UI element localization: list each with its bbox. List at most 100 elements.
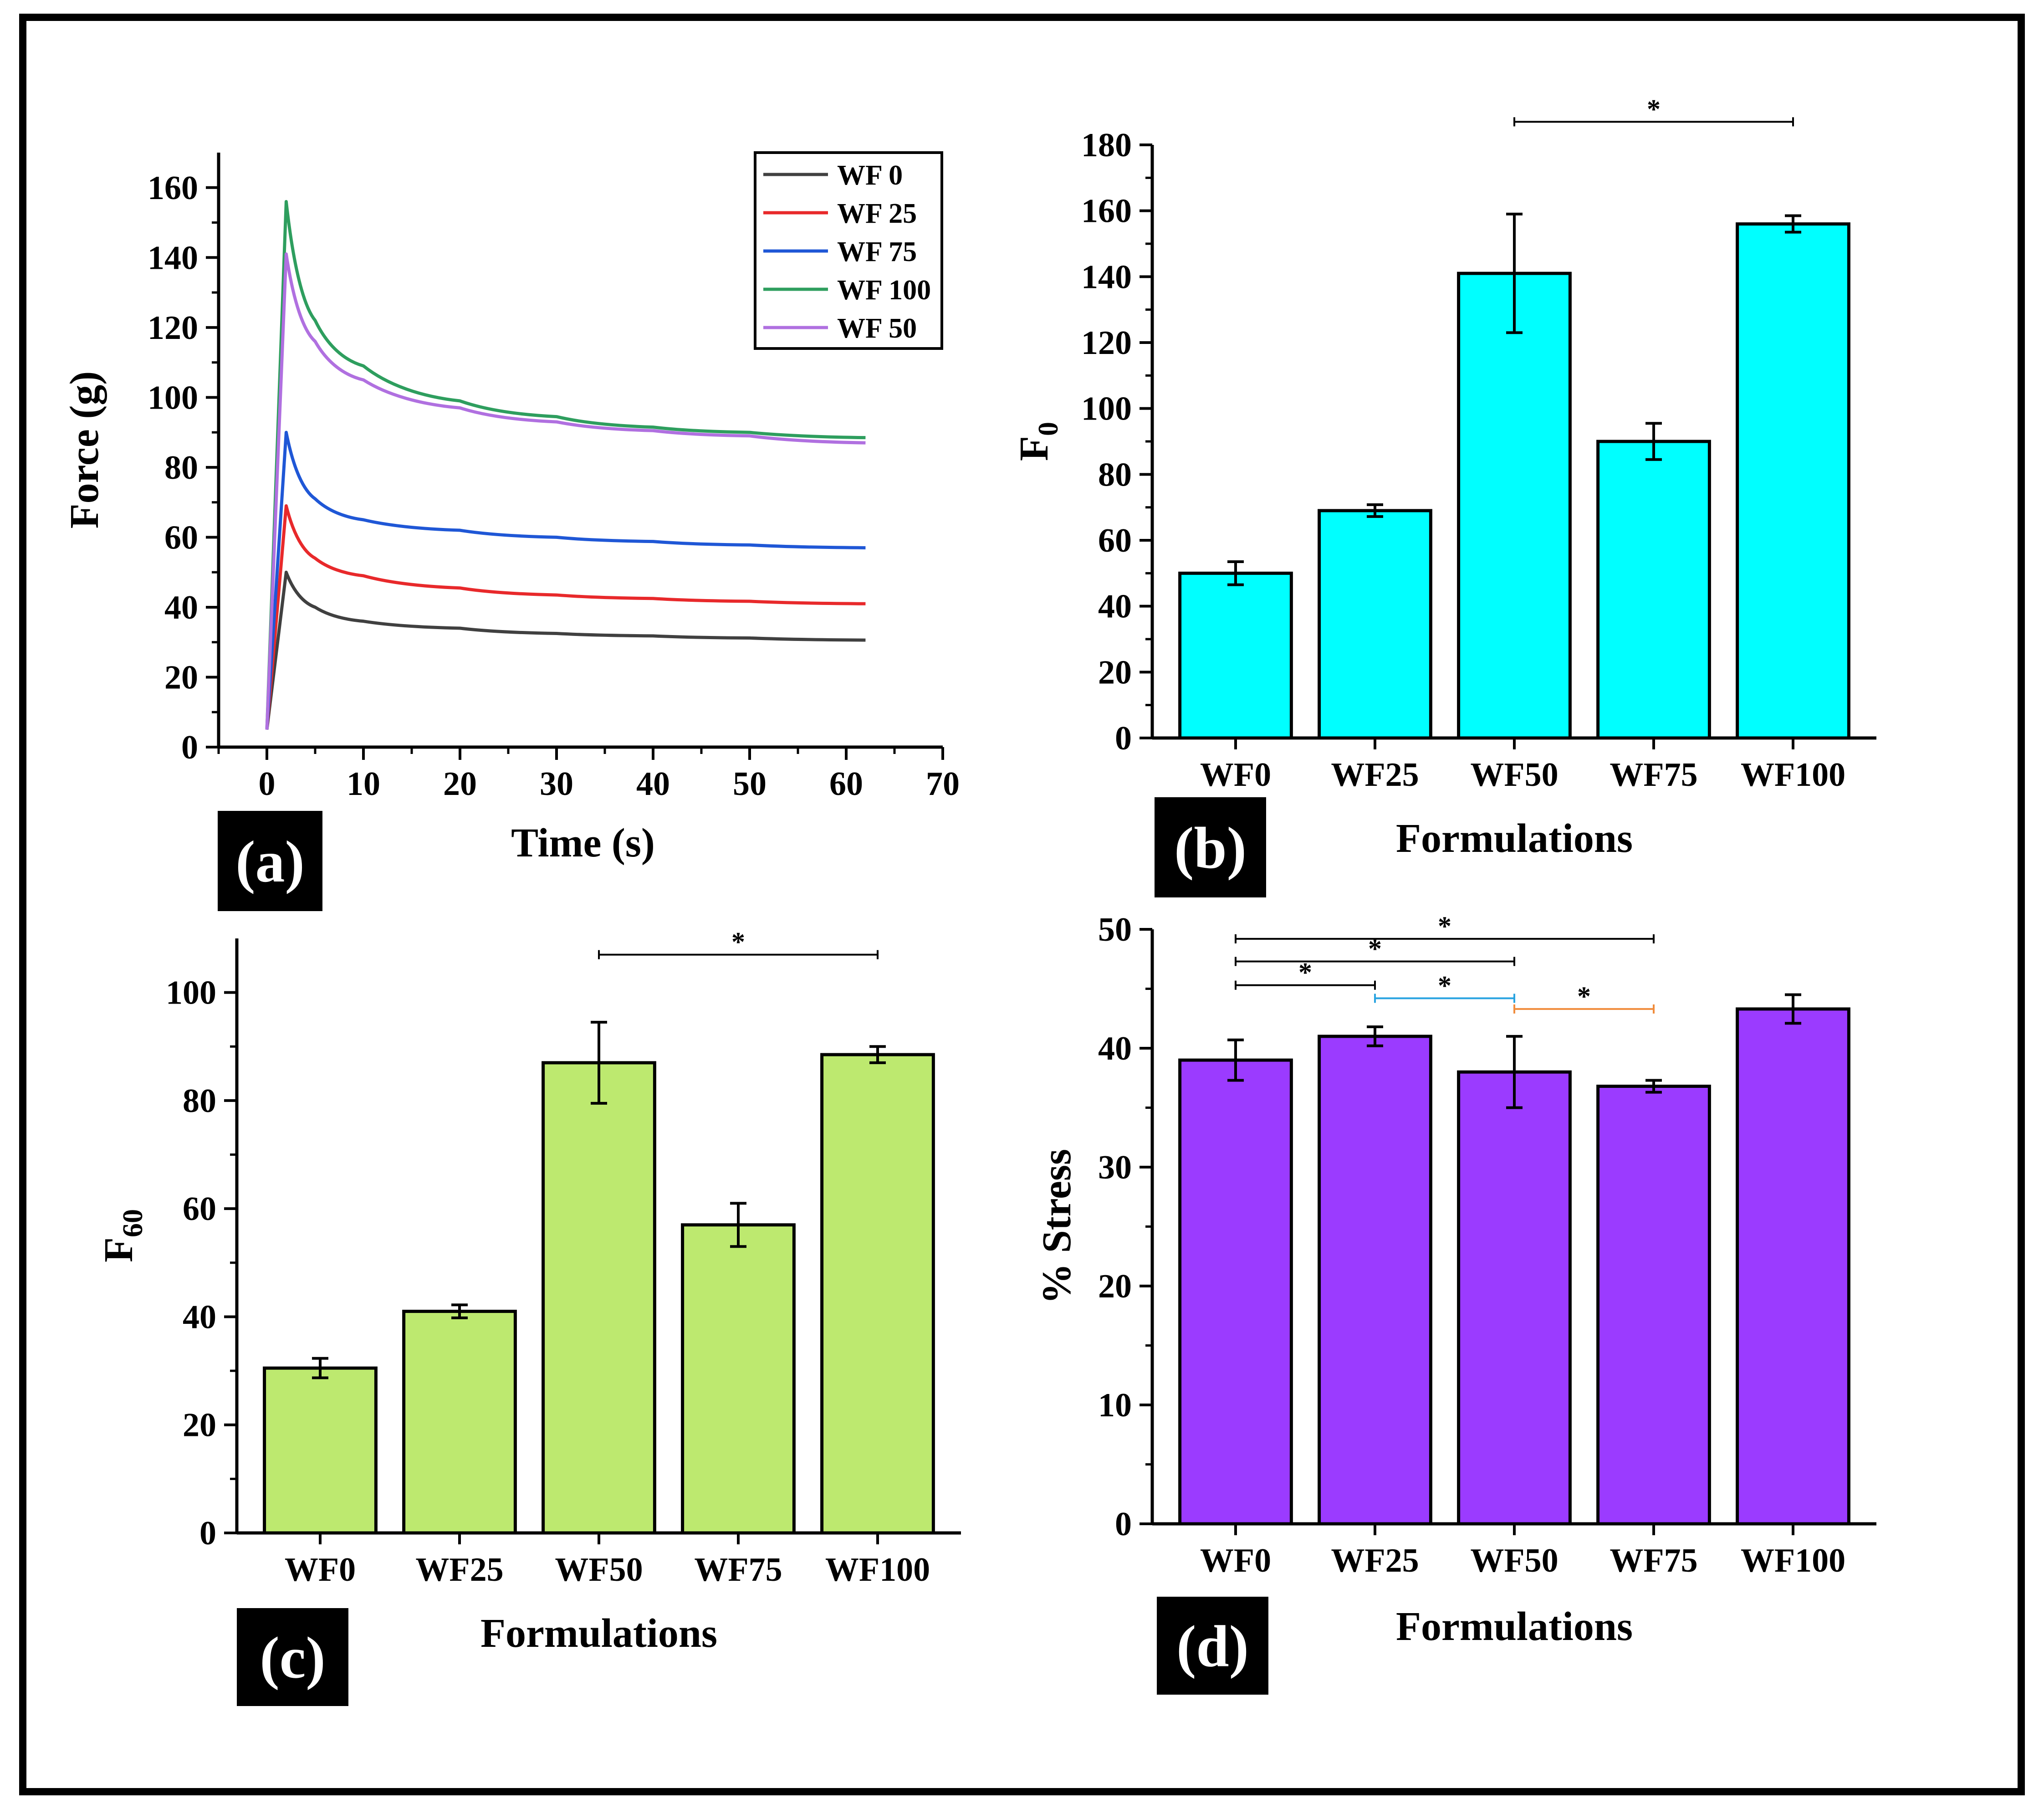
x-tick-label: WF75: [694, 1551, 782, 1589]
legend-label: WF 100: [837, 275, 931, 306]
significance-star: *: [1577, 981, 1591, 1011]
y-tick-label: 20: [164, 659, 198, 696]
y-axis-title-subscript: 0: [1033, 422, 1064, 436]
y-tick-label: 40: [1098, 1030, 1132, 1067]
x-tick-label: WF100: [1741, 1542, 1845, 1579]
x-tick-label: WF0: [1200, 756, 1271, 794]
x-tick-label: 70: [926, 765, 960, 803]
significance-star: *: [731, 927, 745, 957]
y-tick-label: 0: [181, 729, 198, 766]
x-tick-label: 20: [443, 765, 477, 803]
panel-label-box: [1155, 797, 1266, 897]
panel-label: (c): [260, 1625, 325, 1691]
y-tick-label: 120: [1081, 324, 1132, 362]
y-tick-label: 0: [1115, 1506, 1132, 1543]
y-axis-title-text: Force (g): [62, 371, 107, 529]
panel-label: (b): [1174, 815, 1247, 881]
y-tick-label: 0: [199, 1515, 216, 1552]
y-axis-title: Force (g): [62, 371, 107, 529]
bar-wf50: [542, 1061, 656, 1535]
y-tick-label: 0: [1115, 720, 1132, 757]
y-tick-label: 100: [166, 974, 216, 1012]
x-tick-label: 50: [733, 765, 766, 803]
bar-wf50: [1457, 272, 1572, 740]
significance-star: *: [1438, 970, 1451, 1000]
x-tick-label: WF0: [285, 1551, 356, 1589]
series-line-wf50: [265, 252, 866, 730]
series-line-wf100: [265, 200, 866, 730]
series-line-wf75: [265, 430, 866, 730]
y-axis-title-text: F: [96, 1237, 141, 1262]
series-line-wf25: [265, 504, 866, 730]
bar-wf75: [681, 1223, 796, 1535]
y-tick-label: 20: [1098, 1268, 1132, 1305]
y-tick-label: 120: [148, 309, 198, 347]
bar-wf100: [820, 1053, 935, 1535]
x-tick-label: WF25: [1331, 1542, 1419, 1579]
x-tick-label: 30: [540, 765, 573, 803]
x-tick-label: 60: [829, 765, 863, 803]
x-tick-label: WF50: [1470, 1542, 1558, 1579]
series-line-wf0: [265, 570, 866, 730]
y-axis-title-subscript: 60: [118, 1209, 148, 1237]
bar-wf75: [1596, 1085, 1711, 1526]
x-tick-label: 40: [636, 765, 670, 803]
y-tick-label: 160: [148, 169, 198, 207]
y-tick-label: 40: [164, 589, 198, 626]
x-axis-title: Formulations: [1396, 816, 1633, 861]
y-tick-label: 80: [183, 1082, 216, 1120]
panel-d-bar-chart: 0 10 20 30 40 50 % Stress Formulations (d) WF0 WF2…: [1034, 911, 1876, 1695]
x-tick-label: 10: [347, 765, 380, 803]
x-tick-label: WF50: [555, 1551, 643, 1589]
y-tick-label: 100: [148, 379, 198, 416]
x-axis-title: Time (s): [511, 820, 655, 866]
panel-b-bar-chart: 020406080100120140160180F0Formulations(b…: [1012, 94, 1876, 897]
y-tick-label: 40: [183, 1298, 216, 1336]
y-axis-title: % Stress: [1034, 1149, 1079, 1304]
y-tick-label: 40: [1098, 588, 1132, 625]
y-tick-label: 160: [1081, 193, 1132, 230]
x-axis-title: Formulations: [480, 1611, 717, 1656]
y-tick-label: 50: [1098, 911, 1132, 948]
bar-wf25: [1318, 1035, 1432, 1526]
bar-wf100: [1736, 222, 1850, 740]
legend-label: WF 25: [837, 198, 917, 229]
legend-label: WF 75: [837, 236, 917, 267]
y-tick-label: 140: [148, 239, 198, 277]
y-tick-label: 60: [1098, 522, 1132, 559]
significance-star: *: [1368, 933, 1382, 963]
x-tick-label: WF0: [1200, 1542, 1271, 1579]
x-axis-title: Formulations: [1396, 1604, 1633, 1649]
panel-label: (a): [235, 829, 305, 895]
bar-wf0: [1178, 1058, 1293, 1526]
x-tick-label: WF100: [825, 1551, 930, 1589]
y-axis-title-text: F: [1012, 436, 1057, 461]
y-tick-label: 100: [1081, 390, 1132, 428]
legend-box: [754, 151, 943, 350]
x-tick-label: WF75: [1610, 756, 1697, 794]
bar-wf100: [1736, 1007, 1850, 1526]
panel-label: (d): [1176, 1614, 1249, 1680]
x-tick-label: WF25: [415, 1551, 503, 1589]
x-tick-label: WF75: [1610, 1542, 1697, 1579]
panel-label-box: [237, 1608, 348, 1706]
bar-wf50: [1457, 1070, 1572, 1526]
y-tick-label: 20: [183, 1407, 216, 1444]
significance-star: *: [1647, 94, 1661, 124]
y-axis-title: F0: [1012, 422, 1064, 461]
y-tick-label: 80: [1098, 456, 1132, 493]
panel-label-box: [218, 811, 322, 911]
legend-label: WF 0: [837, 160, 903, 191]
x-tick-label: WF100: [1741, 756, 1845, 794]
y-tick-label: 180: [1081, 127, 1132, 164]
x-tick-label: WF50: [1470, 756, 1558, 794]
bar-wf75: [1596, 440, 1711, 740]
bar-wf25: [1318, 509, 1432, 740]
y-tick-label: 140: [1081, 258, 1132, 296]
legend-label: WF 50: [837, 313, 917, 344]
bar-wf0: [1178, 571, 1293, 740]
significance-star: *: [1438, 911, 1451, 941]
